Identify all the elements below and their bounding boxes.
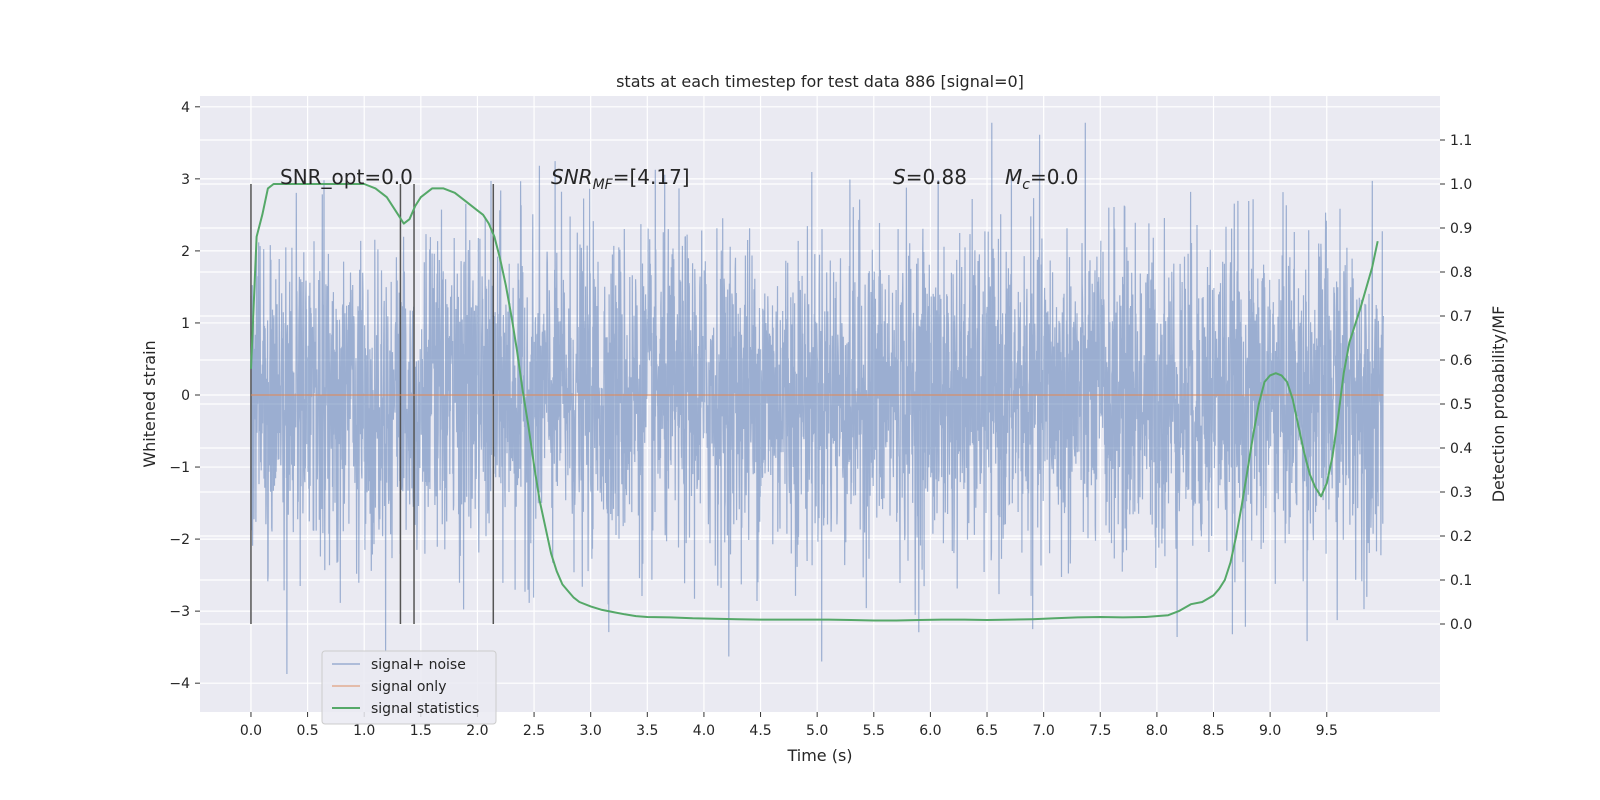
y-tick-label: −3 [169,604,190,620]
x-tick-label: 7.5 [1089,723,1111,739]
y-tick-label: −4 [169,676,190,692]
y-tick-label: 0 [181,388,190,404]
chart-title: stats at each timestep for test data 886… [616,72,1024,91]
x-tick-label: 0.0 [240,723,262,739]
x-tick-label: 9.0 [1259,723,1281,739]
y2-axis-ticks: 1.1 1.0 0.9 0.8 0.7 0.6 0.5 0.4 0.3 0.2 0.1 0.0 [1440,133,1472,633]
x-tick-label: 6.5 [976,723,998,739]
y-tick-label: 2 [181,244,190,260]
annotation-s: S=0.88 [893,165,967,189]
vertical-markers [250,184,495,624]
y2-tick-label: 0.1 [1450,573,1472,589]
mc-sub: c [1022,177,1030,193]
y2-tick-label: 0.5 [1450,397,1472,413]
annotation-mc: Mc=0.0 [1005,165,1079,193]
y2-tick-label: 0.7 [1450,309,1472,325]
snr-mf-sub: MF [593,177,614,193]
legend-label-stats: signal statistics [371,701,479,717]
x-tick-label: 4.5 [749,723,771,739]
y2-tick-label: 0.0 [1450,617,1472,633]
x-tick-label: 1.0 [353,723,375,739]
annotation-snr-opt: SNR_opt=0.0 [280,165,413,189]
x-tick-label: 5.5 [863,723,885,739]
x-tick-label: 0.5 [296,723,318,739]
y2-tick-label: 0.4 [1450,441,1472,457]
x-tick-label: 8.0 [1146,723,1168,739]
y2-tick-label: 0.2 [1450,529,1472,545]
x-tick-label: 6.0 [919,723,941,739]
y-axis-label: Whitened strain [140,340,159,467]
mc-value: =0.0 [1030,165,1079,189]
x-tick-label: 7.0 [1033,723,1055,739]
annotation-snr-mf: SNRMF=[4.17] [551,165,690,193]
y-tick-label: −1 [169,460,190,476]
x-tick-label: 3.5 [636,723,658,739]
y-axis-ticks: 4 3 2 1 0 −1 −2 −3 −4 [169,100,200,692]
x-tick-label: 2.0 [466,723,488,739]
y-tick-label: −2 [169,532,190,548]
series-signal-statistics [250,183,1379,622]
stats-series-layer [250,183,1379,622]
y-tick-label: 1 [181,316,190,332]
x-tick-label: 8.5 [1202,723,1224,739]
noise-series-layer [250,122,1384,675]
y2-tick-label: 1.1 [1450,133,1472,149]
x-tick-label: 2.5 [523,723,545,739]
snr-mf-main: SNR [551,165,593,189]
x-axis-label: Time (s) [786,746,852,765]
y2-tick-label: 0.3 [1450,485,1472,501]
y2-tick-label: 0.9 [1450,221,1472,237]
y-tick-label: 4 [181,100,190,116]
snr-mf-value: =[4.17] [613,165,690,189]
y2-tick-label: 1.0 [1450,177,1472,193]
mc-symbol: M [1005,165,1022,189]
legend: signal+ noise signal only signal statist… [321,650,497,725]
x-tick-label: 1.5 [410,723,432,739]
y2-tick-label: 0.6 [1450,353,1472,369]
legend-label-noise: signal+ noise [371,657,466,673]
x-tick-label: 4.0 [693,723,715,739]
s-symbol: S [893,165,906,189]
x-tick-label: 3.0 [580,723,602,739]
x-tick-label: 5.0 [806,723,828,739]
y-tick-label: 3 [181,172,190,188]
y2-axis-label: Detection probability/MF [1489,306,1508,503]
legend-box [321,650,497,725]
x-tick-label: 9.5 [1316,723,1338,739]
legend-label-signal: signal only [371,679,446,695]
s-value: =0.88 [906,165,967,189]
y2-tick-label: 0.8 [1450,265,1472,281]
x-axis-ticks: 0.0 0.5 1.0 1.5 2.0 2.5 3.0 3.5 4.0 4.5 5.0 5.5 6.0 6… [240,712,1338,739]
series-signal-noise [250,122,1384,675]
